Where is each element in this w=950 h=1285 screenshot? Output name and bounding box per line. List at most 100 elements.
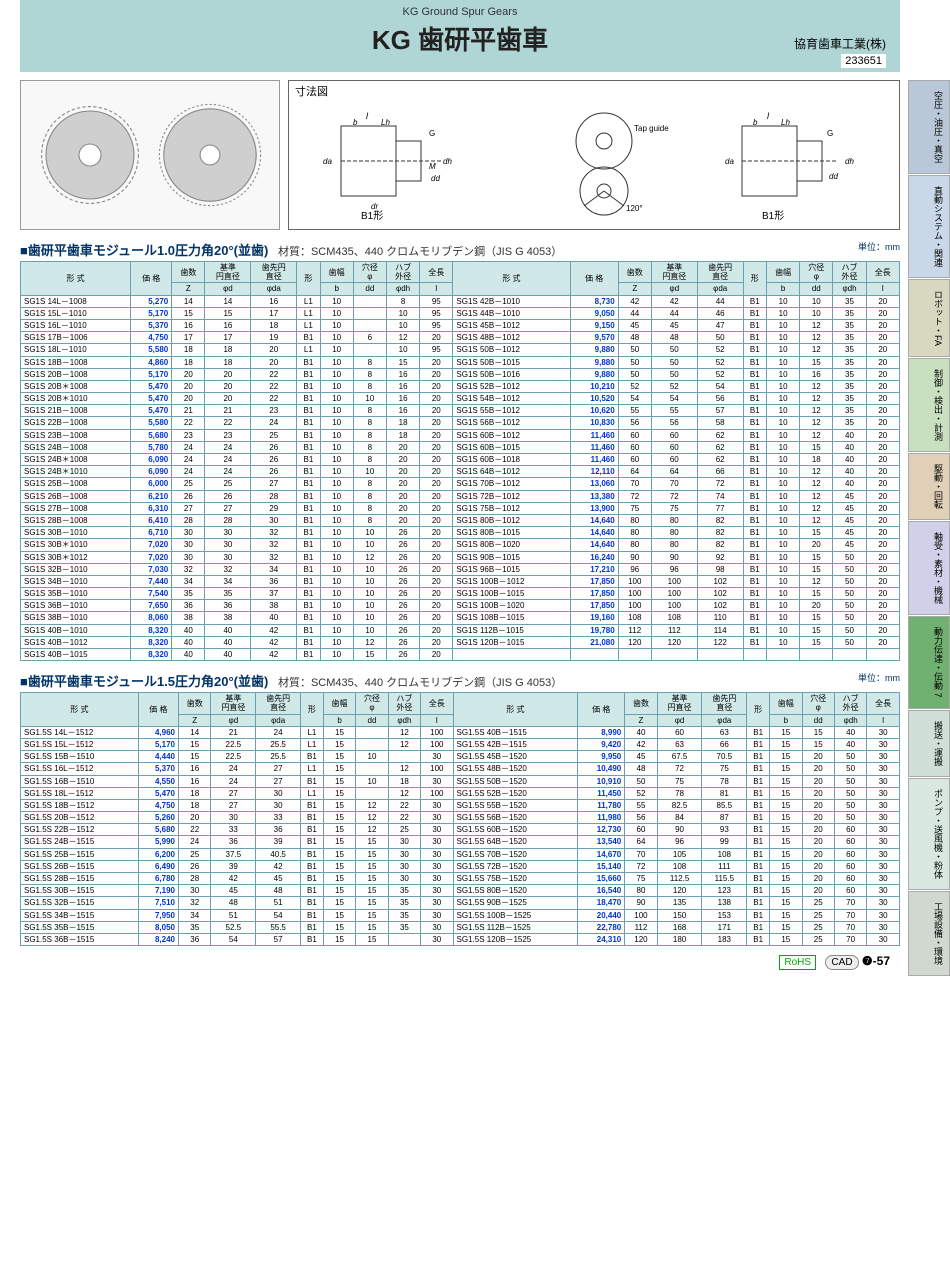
table-row: SG1S 30B＊10127,020303032B110122620SG1S 9… xyxy=(21,551,900,563)
table-row: SG1.5S 28B－15156,780284245B115153030SG1.… xyxy=(21,873,900,885)
svg-text:B1形: B1形 xyxy=(762,210,784,221)
svg-text:G: G xyxy=(429,129,435,138)
svg-text:da: da xyxy=(323,157,332,166)
table-row: SG1S 18B－10084,860181820B11081520SG1S 50… xyxy=(21,356,900,368)
table-row: SG1S 27B－10086,310272729B11082020SG1S 75… xyxy=(21,502,900,514)
table-row: SG1.5S 35B－15158,0503552.555.5B115153530… xyxy=(21,921,900,933)
table-row: SG1S 30B＊10107,020303032B110102620SG1S 8… xyxy=(21,539,900,551)
table-head: 形 式価 格歯数基準円直径歯先円直径形歯幅穴径φハブ外径全長形 式価 格歯数基準… xyxy=(21,262,900,296)
table-row: SG1.5S 30B－15157,190304548B115153530SG1.… xyxy=(21,885,900,897)
table-row: SG1S 34B－10107,440343436B110102620SG1S 1… xyxy=(21,575,900,587)
header-title: KG 歯研平歯車 xyxy=(32,20,888,57)
gear-icon xyxy=(35,100,145,210)
table-row: SG1S 26B－10086,210262628B11082020SG1S 72… xyxy=(21,490,900,502)
sidebar-tab[interactable]: 工場設備・環境 xyxy=(908,891,950,976)
table-row: SG1S 24B－10085,780242426B11082020SG1S 60… xyxy=(21,441,900,453)
table-row: SG1.5S 15L－15125,1701522.525.5L11512100S… xyxy=(21,738,900,750)
spec-table-1: 形 式価 格歯数基準円直径歯先円直径形歯幅穴径φハブ外径全長形 式価 格歯数基準… xyxy=(20,261,900,661)
table-row: SG1S 14L－10085,270141416L110895SG1S 42B－… xyxy=(21,295,900,307)
table-row: SG1S 20B＊10105,470202022B110101620SG1S 5… xyxy=(21,393,900,405)
table-row: SG1S 24B＊10086,090242426B11082020SG1S 60… xyxy=(21,454,900,466)
svg-text:b: b xyxy=(353,118,358,127)
sidebar-tab[interactable]: 駆動・回転 xyxy=(908,453,950,520)
table-row: SG1.5S 24B－15155,990243639B115153030SG1.… xyxy=(21,836,900,848)
table-row: SG1S 21B－10085,470212123B11081620SG1S 55… xyxy=(21,405,900,417)
table-row: SG1S 38B－10108,060383840B110102620SG1S 1… xyxy=(21,612,900,624)
diagram-b1-2: l b Lh G da dd dh B1形 xyxy=(717,101,877,221)
page-header: KG Ground Spur Gears KG 歯研平歯車 協育歯車工業(株) … xyxy=(20,0,900,72)
table-row: SG1.5S 26B－15156,490263942B115153030SG1.… xyxy=(21,860,900,872)
category-sidebar: 空圧・油圧・真空直動システム・関連ロボット・FA制御・検出・計測駆動・回転軸受・… xyxy=(908,80,950,977)
table-row: SG1S 22B－10085,580222224B11081820SG1S 56… xyxy=(21,417,900,429)
sidebar-tab[interactable]: 動力伝達・伝動 7 xyxy=(908,616,950,709)
table-row: SG1S 40B－10108,320404042B110102620SG1S 1… xyxy=(21,624,900,636)
table-row: SG1S 35B－10107,540353537B110102620SG1S 1… xyxy=(21,588,900,600)
svg-text:M: M xyxy=(429,162,436,171)
table-row: SG1S 32B－10107,030323234B110102620SG1S 9… xyxy=(21,563,900,575)
header-code: 233651 xyxy=(841,54,886,68)
dimension-diagram: 寸法図 l b Lh G M da dd dh dr B1形 xyxy=(288,80,900,230)
section1-title: ■歯研平歯車モジュール1.0圧力角20°(並歯) 材質：SCM435、440 ク… xyxy=(20,240,900,259)
gear-icon xyxy=(155,100,265,210)
table-row: SG1S 16L－10105,370161618L1101095SG1S 45B… xyxy=(21,319,900,331)
table-row: SG1S 25B－10086,000252527B11082020SG1S 70… xyxy=(21,478,900,490)
svg-text:B1形: B1形 xyxy=(361,210,383,221)
table-row: SG1.5S 32B－15157,510324851B115153530SG1.… xyxy=(21,897,900,909)
table-row: SG1S 17B－10064,750171719B11061220SG1S 48… xyxy=(21,332,900,344)
header-company: 協育歯車工業(株) xyxy=(794,35,886,52)
sidebar-tab[interactable]: ポンプ・送風機・粉体 xyxy=(908,778,950,890)
table-row: SG1.5S 36B－15158,240365457B1151530SG1.5S… xyxy=(21,933,900,945)
svg-text:b: b xyxy=(753,118,758,127)
table-head: 形 式価 格歯数基準円直径歯先円直径形歯幅穴径φハブ外径全長形 式価 格歯数基準… xyxy=(21,693,900,727)
sidebar-tab[interactable]: 制御・検出・計測 xyxy=(908,358,950,452)
catalog-page: KG Ground Spur Gears KG 歯研平歯車 協育歯車工業(株) … xyxy=(20,0,900,968)
spec-table-2: 形 式価 格歯数基準円直径歯先円直径形歯幅穴径φハブ外径全長形 式価 格歯数基準… xyxy=(20,692,900,946)
svg-text:l: l xyxy=(767,111,770,121)
svg-text:l: l xyxy=(366,111,369,121)
table-row: SG1.5S 20B－15125,260203033B115122230SG1.… xyxy=(21,812,900,824)
svg-text:dh: dh xyxy=(845,157,854,166)
sidebar-tab[interactable]: 軸受・素材・機械 xyxy=(908,521,950,615)
table-row: SG1S 40B－10158,320404042B110152620 xyxy=(21,649,900,661)
table-row: SG1S 20B－10085,170202022B11081620SG1S 50… xyxy=(21,368,900,380)
table-body: SG1S 14L－10085,270141416L110895SG1S 42B－… xyxy=(21,295,900,661)
table-row: SG1S 15L－10105,170151517L1101095SG1S 44B… xyxy=(21,307,900,319)
svg-text:dd: dd xyxy=(431,174,440,183)
table-row: SG1.5S 34B－15157,950345154B115153530SG1.… xyxy=(21,909,900,921)
cad-badge: CAD xyxy=(825,955,858,970)
table-row: SG1.5S 15B－15104,4401522.525.5B1151030SG… xyxy=(21,751,900,763)
diagram-b1-1: l b Lh G M da dd dh dr B1形 xyxy=(311,101,491,221)
header-subtitle: KG Ground Spur Gears xyxy=(32,6,888,18)
svg-text:Lh: Lh xyxy=(381,118,390,127)
svg-text:dd: dd xyxy=(829,172,838,181)
table-row: SG1S 36B－10107,650363638B110102620SG1S 1… xyxy=(21,600,900,612)
sidebar-tab[interactable]: 空圧・油圧・真空 xyxy=(908,80,950,174)
table-row: SG1.5S 18L－15125,470182730L11512100SG1.5… xyxy=(21,787,900,799)
svg-text:dh: dh xyxy=(443,157,452,166)
svg-text:Tap guide: Tap guide xyxy=(634,124,669,133)
svg-text:120°: 120° xyxy=(626,204,643,213)
table-row: SG1.5S 18B－15124,750182730B115122230SG1.… xyxy=(21,799,900,811)
diagram-face: Tap guide 120° xyxy=(534,101,674,221)
sidebar-tab[interactable]: 直動システム・関連 xyxy=(908,175,950,278)
product-photo xyxy=(20,80,280,230)
table-row: SG1S 28B－10086,410282830B11082020SG1S 80… xyxy=(21,514,900,526)
table-row: SG1S 23B－10085,680232325B11081820SG1S 60… xyxy=(21,429,900,441)
table-body: SG1.5S 14L－15124,960142124L11512100SG1.5… xyxy=(21,726,900,945)
table-row: SG1S 18L－10105,580181820L1101095SG1S 50B… xyxy=(21,344,900,356)
svg-text:dr: dr xyxy=(371,202,378,211)
page-number: ❼-57 xyxy=(862,954,890,968)
top-row: 寸法図 l b Lh G M da dd dh dr B1形 xyxy=(20,80,900,230)
svg-text:G: G xyxy=(827,129,833,138)
table-row: SG1S 40B－10128,320404042B110122620SG1S 1… xyxy=(21,636,900,648)
table-row: SG1S 24B＊10106,090242426B110102020SG1S 6… xyxy=(21,466,900,478)
table-row: SG1.5S 16L－15125,370162427L11512100SG1.5… xyxy=(21,763,900,775)
sidebar-tab[interactable]: 搬送・運搬 xyxy=(908,710,950,777)
section2-title: ■歯研平歯車モジュール1.5圧力角20°(並歯) 材質：SCM435、440 ク… xyxy=(20,671,900,690)
table-row: SG1.5S 14L－15124,960142124L11512100SG1.5… xyxy=(21,726,900,738)
table-row: SG1S 30B－10106,710303032B110102620SG1S 8… xyxy=(21,527,900,539)
sidebar-tab[interactable]: ロボット・FA xyxy=(908,279,950,357)
table-row: SG1.5S 25B－15156,2002537.540.5B115153030… xyxy=(21,848,900,860)
svg-text:Lh: Lh xyxy=(781,118,790,127)
diagram-label: 寸法図 xyxy=(295,83,328,99)
